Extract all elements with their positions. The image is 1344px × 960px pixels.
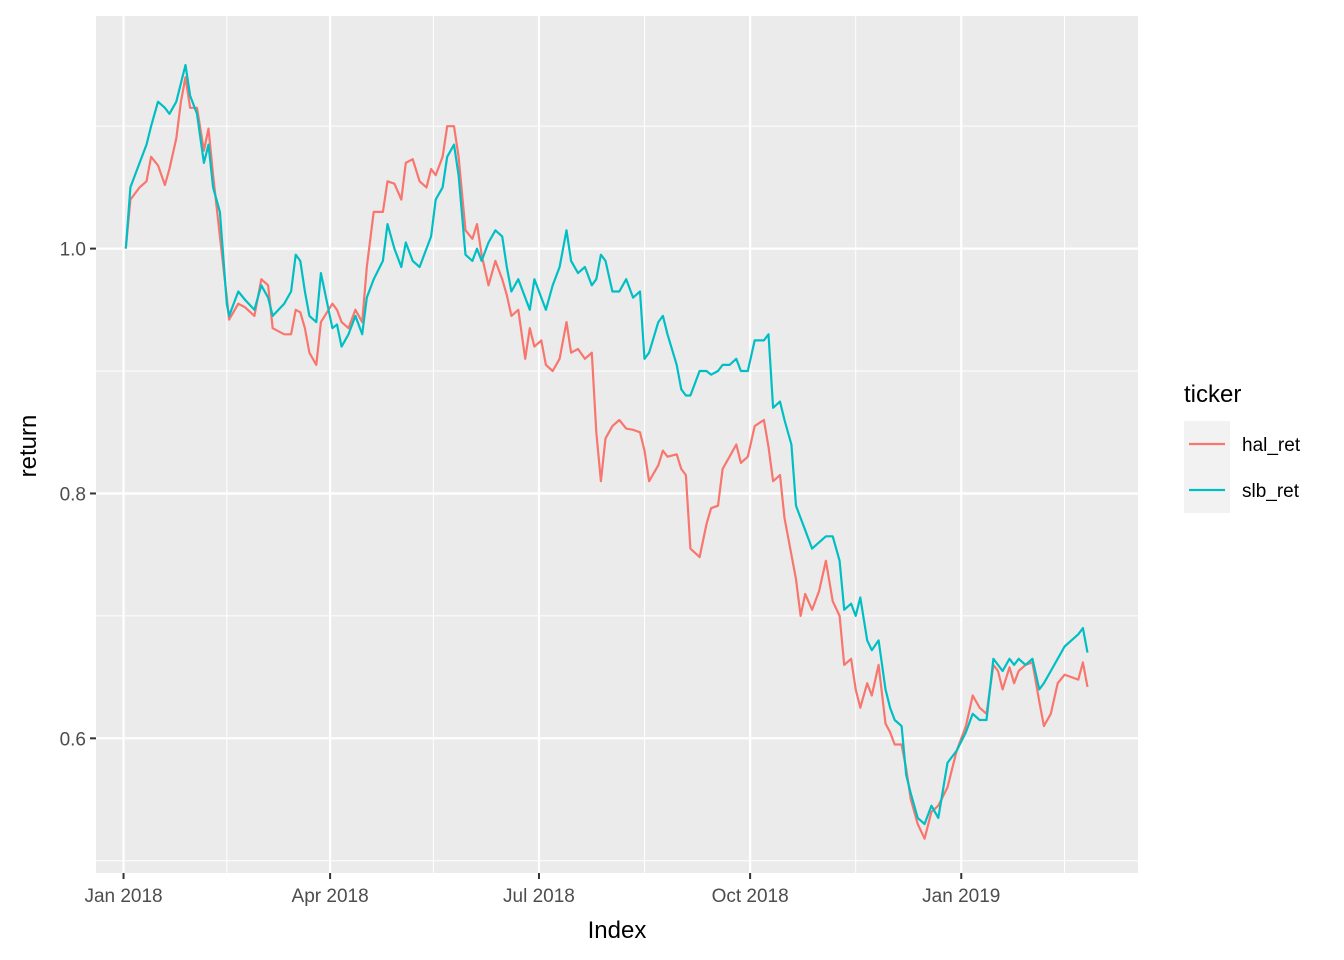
y-axis-ticks: 0.6 0.8 1.0: [60, 240, 96, 750]
legend-title: ticker: [1184, 381, 1241, 408]
y-tick-label: 1.0: [60, 240, 86, 261]
y-tick-label: 0.8: [60, 484, 86, 505]
x-tick-label: Oct 2018: [712, 886, 789, 907]
x-tick-label: Jul 2018: [503, 886, 575, 907]
series-line-hal-ret: [124, 76, 1089, 840]
legend-items: hal_ret slb_ret: [1184, 421, 1301, 513]
y-tick-label: 0.6: [60, 729, 86, 750]
legend: ticker hal_ret slb_ret: [1184, 381, 1301, 513]
series-line-slb-ret: [124, 63, 1089, 826]
legend-label: slb_ret: [1242, 481, 1300, 502]
x-tick-label: Jan 2018: [84, 886, 162, 907]
x-tick-label: Jan 2019: [922, 886, 1000, 907]
y-axis-title: return: [15, 415, 42, 478]
legend-label: hal_ret: [1242, 435, 1301, 456]
major-grid: [96, 16, 1138, 873]
minor-grid: [96, 16, 1138, 873]
x-axis-title: Index: [588, 917, 647, 944]
series-lines: [124, 63, 1089, 840]
x-tick-label: Apr 2018: [292, 886, 369, 907]
x-axis-ticks: Jan 2018 Apr 2018 Jul 2018 Oct 2018 Jan 2019: [84, 873, 1000, 907]
plot-panel: [96, 16, 1138, 873]
